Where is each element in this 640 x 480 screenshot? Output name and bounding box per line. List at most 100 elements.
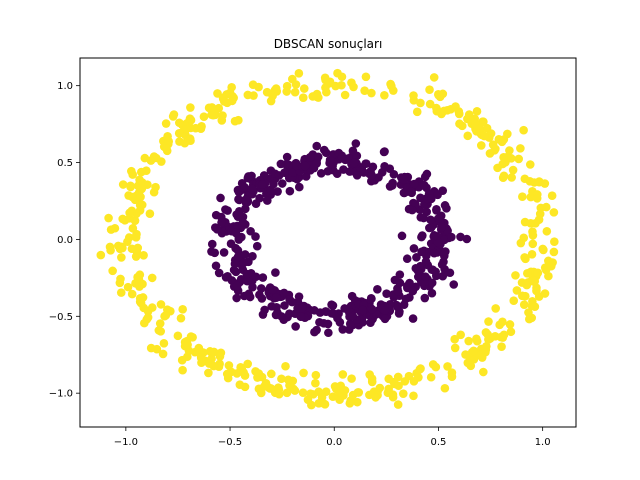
scatter-point [401,294,411,304]
scatter-point [361,159,371,168]
scatter-point [118,214,127,224]
scatter-point [518,192,527,202]
scatter-point [434,214,444,223]
scatter-point [480,131,489,141]
scatter-point [358,305,367,315]
scatter-point [499,153,508,162]
scatter-point [116,274,125,284]
scatter-point [400,377,410,386]
scatter-point [525,314,534,324]
scatter-point [135,175,144,185]
scatter-point [214,268,224,278]
scatter-point [311,378,320,388]
scatter-point [360,86,369,95]
scatter-point [277,312,286,321]
scatter-point [125,208,134,218]
scatter-point [416,98,425,108]
points-layer [96,68,559,410]
scatter-point [242,269,251,279]
scatter-point [173,331,183,341]
scatter-point [338,325,348,334]
scatter-point [429,248,439,258]
scatter-point [186,103,195,112]
scatter-point [472,107,482,116]
scatter-point [211,261,221,271]
scatter-point [479,367,488,377]
scatter-point [282,87,292,96]
scatter-point [224,361,234,370]
scatter-point [303,395,313,405]
scatter-point [508,165,518,175]
scatter-point [420,293,430,303]
scatter-point [351,139,361,148]
scatter-point [280,301,289,310]
scatter-point [298,388,308,397]
scatter-point [106,246,115,255]
scatter-point [394,381,403,391]
scatter-point [408,286,418,296]
scatter-point [540,289,550,298]
scatter-point [393,400,403,409]
scatter-point [546,261,556,271]
scatter-point [429,232,439,241]
scatter-point [352,397,362,407]
scatter-point [505,320,515,329]
scatter-point [340,304,349,313]
scatter-point [334,393,344,403]
scatter-point [380,161,389,171]
scatter-point [245,292,255,302]
scatter-point [532,194,542,203]
scatter-point [309,163,319,173]
scatter-point [230,259,240,269]
chart-title: DBSCAN sonuçları [274,37,383,51]
scatter-point [127,289,137,299]
scatter-point [146,156,156,165]
scatter-point [108,266,117,276]
scatter-point [239,258,249,267]
scatter-point [162,144,171,154]
scatter-point [277,179,287,188]
scatter-point [240,183,250,192]
scatter-point [399,175,408,184]
scatter-point [426,372,436,382]
scatter-point [96,250,106,260]
scatter-point [248,282,257,292]
scatter-point [463,131,473,141]
scatter-point [308,92,318,101]
scatter-point [421,272,430,281]
scatter-point [380,306,390,315]
scatter-point [240,250,250,259]
scatter-point [534,215,544,224]
scatter-point [312,141,322,151]
scatter-point [266,186,276,196]
scatter-point [414,373,423,382]
scatter-point [280,168,289,177]
scatter-point [257,294,267,303]
scatter-point [398,389,408,398]
scatter-point [333,313,342,323]
scatter-point [550,237,559,247]
scatter-point [156,327,165,336]
scatter-point [408,314,418,323]
scatter-point [274,383,283,392]
scatter-point [295,182,304,192]
scatter-point [231,228,241,238]
scatter-point [258,273,268,282]
scatter-point [266,384,276,393]
scatter-point [427,288,437,298]
scatter-point [529,178,539,187]
scatter-point [240,382,250,392]
scatter-point [145,209,155,218]
scatter-point [204,368,213,378]
scatter-point [271,268,280,277]
scatter-point [228,91,237,101]
scatter-point [367,88,376,98]
scatter-point [310,327,319,337]
scatter-point [313,152,323,162]
scatter-point [181,125,191,134]
scatter-point [419,180,429,190]
x-tick-label: 1.0 [535,437,551,448]
scatter-point [135,200,145,210]
scatter-point [127,166,136,176]
scatter-point [277,374,286,384]
